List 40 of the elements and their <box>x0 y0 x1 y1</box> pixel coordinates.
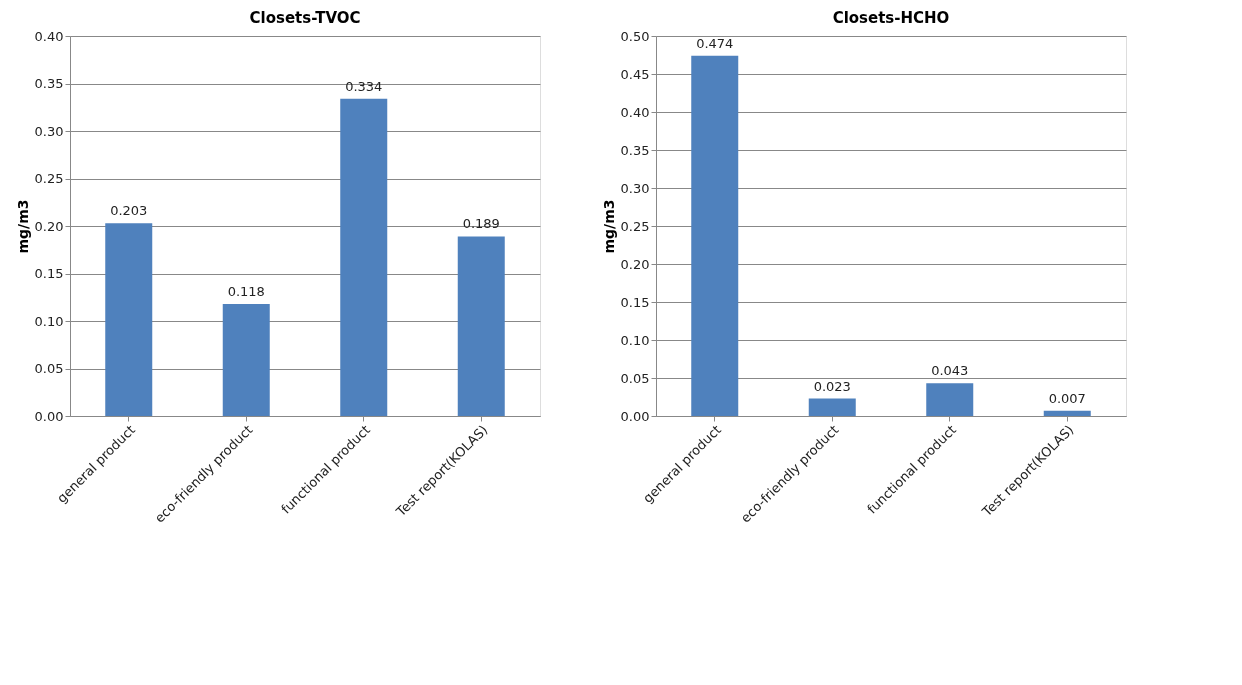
y-tick-label: 0.35 <box>34 76 64 91</box>
data-label: 0.334 <box>345 78 383 94</box>
data-label: 0.118 <box>227 283 265 299</box>
y-tick-label: 0.00 <box>34 408 64 424</box>
data-label: 0.043 <box>931 363 969 379</box>
y-tick-label: 0.00 <box>620 408 650 424</box>
y-tick-label: 0.05 <box>620 370 650 386</box>
y-tick-label: 0.45 <box>620 66 650 82</box>
bar <box>808 398 856 416</box>
bar <box>222 303 270 416</box>
y-tick-label: 0.05 <box>34 361 64 376</box>
y-tick-label: 0.20 <box>620 256 650 272</box>
data-label: 0.023 <box>813 378 851 394</box>
y-tick-label: 0.35 <box>620 142 650 158</box>
y-tick-label: 0.15 <box>620 294 650 310</box>
data-label: 0.474 <box>696 35 734 51</box>
bar <box>1043 410 1091 416</box>
y-axis-title: mg/m3 <box>600 199 617 254</box>
y-tick-label: 0.20 <box>34 218 64 234</box>
y-tick-label: 0.10 <box>620 332 650 348</box>
y-tick-label: 0.50 <box>620 28 650 44</box>
y-axis-title: mg/m3 <box>14 199 31 254</box>
bar <box>105 223 153 416</box>
y-tick-label: 0.10 <box>34 313 64 329</box>
bar <box>340 98 388 416</box>
bar <box>691 55 739 416</box>
bar <box>926 383 974 416</box>
chart-title: Closets-TVOC <box>249 9 361 27</box>
y-tick-label: 0.25 <box>620 218 650 234</box>
chart-title: Closets-HCHO <box>832 9 950 27</box>
y-tick-label: 0.30 <box>620 180 650 196</box>
y-tick-label: 0.30 <box>34 123 64 139</box>
bar <box>457 236 505 416</box>
y-tick-label: 0.40 <box>620 104 650 120</box>
data-label: 0.203 <box>110 203 148 219</box>
data-label: 0.189 <box>462 216 500 232</box>
y-tick-label: 0.25 <box>34 171 64 186</box>
y-tick-label: 0.40 <box>34 28 64 44</box>
data-label: 0.007 <box>1048 390 1086 406</box>
y-tick-label: 0.15 <box>34 266 64 281</box>
